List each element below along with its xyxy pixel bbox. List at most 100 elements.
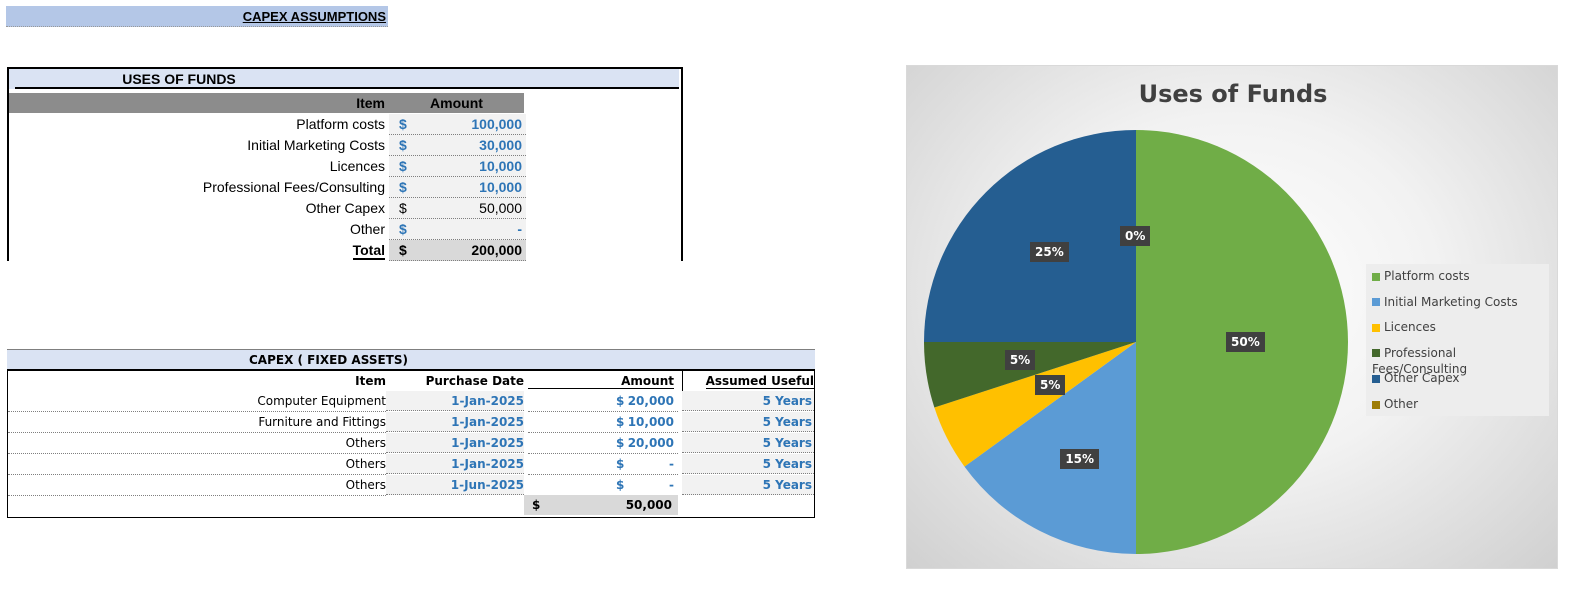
legend-item[interactable]: Other <box>1372 396 1418 412</box>
item-name: Furniture and Fittings <box>8 412 386 433</box>
purchase-date-cell[interactable]: 1-Jun-2025 <box>386 475 524 495</box>
amount-value: 50,000 <box>479 200 522 216</box>
pie-slice-initial-marketing-costs[interactable] <box>964 342 1136 554</box>
row-label: Initial Marketing Costs <box>247 137 385 153</box>
uses-of-funds-chart[interactable]: Uses of Funds 50% 15% 5% 5% 25% 0% Platform c… <box>906 65 1558 569</box>
currency-symbol: $ <box>616 436 625 450</box>
chart-legend: Platform costs Initial Marketing Costs Lic… <box>1366 264 1549 416</box>
purchase-date-cell[interactable]: 1-Jan-2025 <box>386 412 524 432</box>
legend-swatch <box>1372 272 1380 281</box>
legend-label: Other <box>1384 397 1419 411</box>
legend-swatch <box>1372 400 1380 409</box>
row-label: Other <box>349 221 385 237</box>
amount-cell[interactable]: $10,000 <box>528 412 678 433</box>
currency-symbol: $ <box>399 116 407 132</box>
currency-symbol: $ <box>532 498 541 512</box>
amount-cell[interactable]: $20,000 <box>528 391 678 412</box>
amount-cell[interactable]: $ - <box>528 454 678 475</box>
total-value: 200,000 <box>471 242 522 258</box>
pie-slice-other-capex[interactable] <box>924 130 1136 342</box>
legend-item[interactable]: Other Capex <box>1372 370 1460 386</box>
legend-label: Other Capex <box>1384 371 1460 386</box>
legend-label: Licences <box>1384 320 1436 335</box>
amount-cell[interactable]: $10,000 <box>389 156 526 177</box>
currency-symbol: $ <box>399 221 407 237</box>
row-label: Other Capex <box>305 200 385 216</box>
amount-cell[interactable]: $30,000 <box>389 135 526 156</box>
table-row: Platform costs $100,000 <box>9 114 526 135</box>
amount-cell[interactable]: $50,000 <box>389 198 526 219</box>
legend-item[interactable]: Licences <box>1372 319 1436 335</box>
table-title: USES OF FUNDS <box>9 69 679 89</box>
column-header-item: Item <box>9 93 389 113</box>
table-row: Others 1-Jun-2025 $ -5 Years <box>8 475 814 496</box>
legend-item[interactable]: Initial Marketing Costs <box>1372 294 1518 310</box>
table-row: Computer Equipment 1-Jan-2025 $20,000 5 Yea… <box>8 391 814 412</box>
table-row: Professional Fees/Consulting $10,000 <box>9 177 526 198</box>
purchase-date-cell[interactable]: 1-Jan-2025 <box>386 433 524 453</box>
pie-slice-professional-fees[interactable] <box>924 342 1136 408</box>
table-row: Others 1-Jan-2025 $ -5 Years <box>8 454 814 475</box>
amount-cell[interactable]: $ - <box>528 475 678 496</box>
currency-symbol: $ <box>399 158 407 174</box>
pie-data-label: 15% <box>1060 449 1100 470</box>
pie-slice-licences[interactable] <box>934 342 1136 467</box>
legend-label: Professional Fees/Consulting <box>1372 345 1468 376</box>
legend-swatch <box>1372 298 1380 307</box>
amount-value: 20,000 <box>627 394 674 408</box>
amount-value: - <box>669 457 674 471</box>
total-row: Total $200,000 <box>9 240 526 261</box>
uses-of-funds-table: USES OF FUNDS Item Amount Platform costs… <box>7 67 683 261</box>
amount-cell[interactable]: $20,000 <box>528 433 678 454</box>
table-row: Initial Marketing Costs $30,000 <box>9 135 526 156</box>
table-title: CAPEX ( FIXED ASSETS) <box>7 349 815 369</box>
row-label: Professional Fees/Consulting <box>202 179 385 195</box>
amount-value: 10,000 <box>479 179 522 195</box>
useful-life-cell[interactable]: 5 Years <box>682 475 814 495</box>
column-header-item: Item <box>355 374 386 388</box>
amount-value: - <box>517 221 522 237</box>
useful-life-cell[interactable]: 5 Years <box>682 391 814 411</box>
useful-life-cell[interactable]: 5 Years <box>682 433 814 453</box>
pie-data-label: 5% <box>1004 350 1036 371</box>
table-row: Licences $10,000 <box>9 156 526 177</box>
currency-symbol: $ <box>616 394 625 408</box>
section-title: CAPEX ASSUMPTIONS <box>6 6 388 27</box>
amount-cell[interactable]: $10,000 <box>389 177 526 198</box>
currency-symbol: $ <box>616 478 625 492</box>
useful-life-cell[interactable]: 5 Years <box>682 454 814 474</box>
amount-value: - <box>669 478 674 492</box>
title-underline <box>15 87 679 89</box>
amount-cell[interactable]: $100,000 <box>389 114 526 135</box>
item-name: Others <box>8 433 386 454</box>
table-row: Other Capex $50,000 <box>9 198 526 219</box>
currency-symbol: $ <box>399 179 407 195</box>
column-header-purchase-date: Purchase Date <box>425 374 524 388</box>
currency-symbol: $ <box>399 137 407 153</box>
legend-item[interactable]: Platform costs <box>1372 268 1470 284</box>
table-row: Others 1-Jan-2025 $20,000 5 Years <box>8 433 814 454</box>
legend-item[interactable]: Professional Fees/Consulting <box>1372 345 1549 376</box>
currency-symbol: $ <box>399 200 407 216</box>
row-label: Licences <box>329 158 385 174</box>
chart-title: Uses of Funds <box>1138 80 1328 108</box>
currency-symbol: $ <box>616 457 625 471</box>
column-header-amount: Amount <box>528 371 674 389</box>
amount-value: 30,000 <box>479 137 522 153</box>
purchase-date-cell[interactable]: 1-Jan-2025 <box>386 391 524 411</box>
amount-value: 20,000 <box>627 436 674 450</box>
purchase-date-cell[interactable]: 1-Jan-2025 <box>386 454 524 474</box>
useful-life-cell[interactable]: 5 Years <box>682 412 814 432</box>
amount-cell[interactable]: $ - <box>389 219 526 240</box>
legend-label: Initial Marketing Costs <box>1384 294 1518 309</box>
table-border <box>7 67 683 261</box>
table-row: Other $ - <box>9 219 526 240</box>
total-value: 50,000 <box>625 498 672 512</box>
legend-label: Platform costs <box>1384 269 1470 283</box>
pie-data-label: 25% <box>1030 242 1069 263</box>
total-label: Total <box>352 242 385 260</box>
table-border <box>7 369 815 518</box>
item-name: Others <box>8 454 386 475</box>
currency-symbol: $ <box>616 415 625 429</box>
legend-swatch <box>1372 374 1380 383</box>
